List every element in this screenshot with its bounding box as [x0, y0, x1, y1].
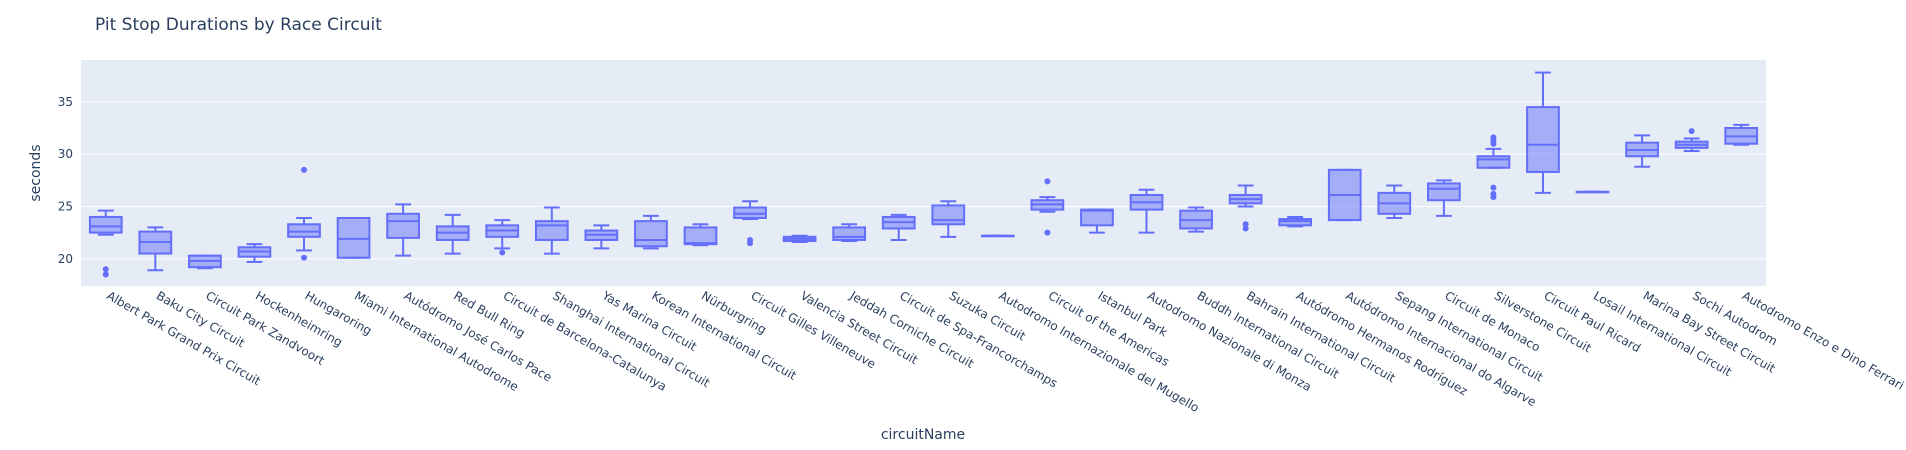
box-iqr — [1080, 208, 1114, 227]
plot-background — [81, 60, 1766, 286]
box-iqr — [683, 226, 718, 246]
box-plot — [1327, 168, 1362, 222]
box-plot — [1476, 134, 1511, 201]
box-plot — [980, 234, 1015, 238]
outlier-point — [747, 240, 754, 247]
box-iqr — [287, 223, 321, 238]
x-axis-title: circuitName — [881, 427, 965, 443]
box-series — [88, 71, 1759, 278]
outlier-point — [102, 266, 109, 273]
outlier-point — [1490, 194, 1497, 201]
box-plot — [584, 224, 619, 250]
grid-lines — [81, 101, 1766, 260]
box-iqr — [88, 215, 123, 234]
y-axis-title: seconds — [28, 144, 44, 201]
chart-title: Pit Stop Durations by Race Circuit — [95, 15, 382, 35]
y-tick-label: 35 — [58, 95, 73, 109]
outlier-point — [102, 271, 109, 278]
box-plot — [931, 200, 966, 238]
y-tick-label: 20 — [58, 252, 73, 266]
box-plot — [634, 214, 668, 250]
box-plot — [881, 213, 916, 241]
box-iqr — [1278, 218, 1313, 227]
box-iqr — [832, 226, 867, 241]
outlier-point — [1242, 225, 1249, 232]
box-iqr — [733, 206, 767, 219]
box-plot — [386, 203, 420, 257]
box-plot — [832, 223, 867, 243]
outlier-point — [1044, 178, 1051, 185]
box-plot — [435, 213, 470, 255]
box-plot — [1526, 71, 1560, 194]
box-plot — [88, 209, 123, 278]
y-tick-label: 25 — [58, 199, 73, 213]
box-plot — [138, 226, 173, 272]
y-tick-labels: 20 25 30 35 — [58, 95, 73, 266]
y-tick-label: 30 — [58, 147, 73, 161]
outlier-point — [301, 166, 308, 173]
box-plot — [782, 234, 817, 244]
box-plot — [336, 216, 371, 259]
outlier-point — [1044, 229, 1051, 236]
box-plot — [1724, 123, 1759, 146]
outlier-point — [1490, 184, 1497, 191]
box-plot — [1228, 184, 1263, 232]
box-iqr — [534, 220, 569, 241]
box-iqr — [1526, 106, 1560, 173]
box-plot — [188, 254, 222, 270]
box-plot — [1129, 188, 1164, 234]
box-plot — [237, 243, 272, 263]
box-iqr — [386, 212, 420, 239]
box-iqr — [1476, 155, 1511, 169]
box-iqr — [336, 216, 371, 259]
outlier-point — [1490, 140, 1497, 147]
box-iqr — [931, 204, 966, 226]
outlier-point — [499, 249, 506, 256]
box-plot — [485, 219, 520, 256]
box-plot — [287, 166, 321, 261]
box-plot — [733, 200, 767, 247]
box-plot — [1080, 208, 1114, 234]
box-plot — [1674, 128, 1709, 153]
box-plot — [683, 223, 718, 247]
box-iqr — [634, 220, 668, 248]
box-plot — [1427, 179, 1461, 217]
box-plot — [1625, 134, 1659, 168]
box-plot — [1030, 178, 1065, 236]
box-iqr — [1427, 182, 1461, 202]
outlier-point — [1688, 128, 1695, 135]
outlier-point — [1242, 221, 1249, 228]
box-plot — [534, 206, 569, 255]
box-plot — [1179, 206, 1213, 233]
box-plot — [1278, 215, 1313, 228]
box-plot — [1377, 184, 1412, 219]
outlier-point — [301, 254, 308, 261]
box-plot — [1575, 190, 1610, 194]
